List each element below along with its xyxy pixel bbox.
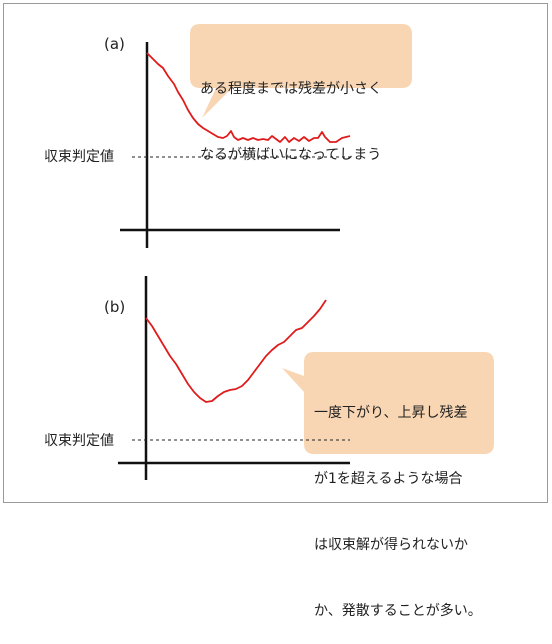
callout-text-a: ある程度までは残差が小さく なるが横ばいになってしまう [200,34,382,188]
callout-bubble-a [190,24,412,118]
callout-line: 一度下がり、上昇し残差 [314,405,468,421]
residual-curve-b [145,299,327,403]
panel-b [118,276,494,480]
panel-label-a: (a) [104,35,125,53]
callout-line: か、発散することが多い。 [314,603,482,619]
callout-line: が1を超えるような場合 [314,471,463,487]
threshold-label-a: 収束判定値 [44,149,114,165]
callout-line: は収束解が得られないか [314,537,468,553]
panel-label-b: (b) [104,298,126,316]
callout-text-b: 一度下がり、上昇し残差 が1を超えるような場合 は収束解が得られないか か、発散… [314,358,482,644]
callout-bubble-b [282,352,494,454]
residual-curve-a [146,52,351,143]
callout-line: ある程度までは残差が小さく [200,81,382,97]
callout-line: なるが横ばいになってしまう [200,147,382,163]
threshold-label-b: 収束判定値 [44,433,114,449]
diagram-canvas [118,24,494,480]
panel-a [120,24,412,248]
